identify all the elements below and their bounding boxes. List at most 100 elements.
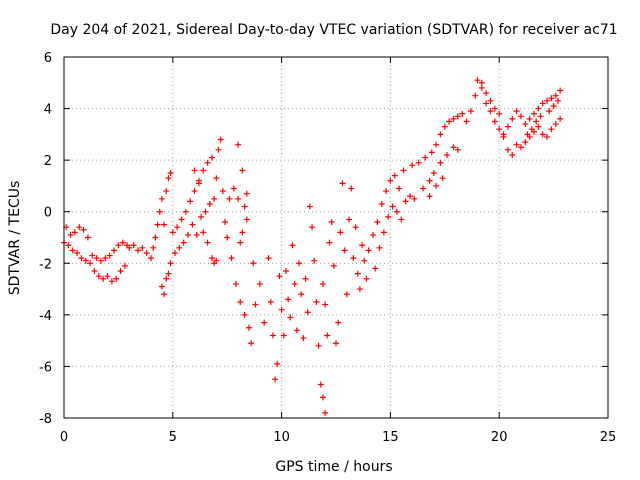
data-point — [256, 280, 263, 287]
data-point — [443, 151, 450, 158]
data-point — [333, 340, 339, 347]
data-point — [487, 97, 494, 104]
data-point — [282, 268, 289, 275]
data-point — [454, 146, 461, 153]
data-point — [71, 229, 78, 236]
data-point — [287, 314, 294, 321]
data-point — [491, 118, 498, 125]
data-point — [191, 167, 198, 174]
data-point — [191, 188, 198, 195]
data-point — [528, 126, 535, 133]
data-point — [193, 231, 200, 238]
data-point — [306, 203, 313, 210]
data-point — [406, 193, 413, 200]
data-point — [396, 185, 403, 192]
data-point — [504, 123, 511, 130]
data-point — [450, 115, 457, 122]
data-point — [67, 231, 74, 238]
data-point — [235, 141, 242, 148]
data-point — [330, 262, 337, 269]
data-point — [180, 239, 187, 246]
data-point — [337, 229, 344, 236]
data-point — [522, 139, 529, 146]
data-point — [509, 151, 516, 158]
data-point — [293, 327, 300, 334]
data-point — [487, 108, 494, 115]
data-point — [276, 273, 283, 280]
data-point — [372, 265, 379, 272]
data-point — [402, 198, 409, 205]
data-point — [222, 219, 229, 226]
data-point — [341, 247, 348, 254]
data-point — [250, 260, 257, 267]
data-point — [202, 208, 209, 215]
data-point — [134, 247, 141, 254]
data-point — [311, 257, 318, 264]
grid-lines — [64, 57, 608, 418]
data-point — [111, 247, 118, 254]
data-point — [546, 108, 553, 115]
data-point — [552, 92, 559, 99]
data-point — [74, 249, 81, 256]
data-point — [369, 231, 376, 238]
data-point — [513, 141, 520, 148]
data-point — [219, 188, 226, 195]
data-point — [239, 167, 246, 174]
data-point — [313, 298, 320, 305]
data-point — [348, 185, 355, 192]
y-tick-label: -8 — [39, 412, 52, 427]
data-point — [115, 242, 122, 249]
data-point — [526, 115, 533, 122]
data-point — [504, 146, 511, 153]
data-point — [389, 203, 396, 210]
data-point — [356, 286, 363, 293]
data-point — [65, 242, 72, 249]
data-point — [496, 126, 503, 133]
chart-title: Day 204 of 2021, Sidereal Day-to-day VTE… — [50, 22, 617, 38]
data-point — [352, 224, 359, 231]
data-point — [376, 244, 383, 251]
data-point — [322, 301, 329, 308]
data-point — [148, 255, 155, 262]
data-point — [437, 131, 444, 138]
x-tick-label: 5 — [169, 430, 177, 445]
data-point — [383, 188, 390, 195]
data-point — [185, 231, 192, 238]
data-point — [252, 301, 259, 308]
data-point — [237, 239, 244, 246]
data-point — [552, 121, 559, 128]
data-point — [93, 255, 100, 262]
data-point — [315, 342, 322, 349]
data-point — [433, 141, 440, 148]
data-point — [171, 249, 178, 256]
data-point — [454, 113, 461, 120]
data-point — [261, 319, 268, 326]
data-point — [243, 190, 250, 197]
data-point — [422, 154, 429, 161]
data-point — [513, 108, 520, 115]
data-point — [272, 376, 279, 383]
data-point — [69, 247, 76, 254]
y-axis-ticks: -8 -6 -4 -2 0 2 4 6 — [39, 51, 608, 427]
y-tick-label: -4 — [39, 309, 52, 324]
data-point — [213, 175, 220, 182]
data-point — [280, 332, 287, 339]
data-point — [346, 216, 353, 223]
data-point — [391, 172, 398, 179]
data-point — [165, 270, 172, 277]
data-point — [533, 118, 540, 125]
y-tick-label: 0 — [44, 206, 52, 221]
data-point — [208, 255, 215, 262]
data-point — [117, 268, 124, 275]
data-point — [82, 257, 89, 264]
data-point — [478, 84, 485, 91]
data-point — [298, 291, 305, 298]
data-point — [557, 87, 564, 94]
data-point — [509, 115, 516, 122]
data-point — [274, 360, 281, 367]
data-point — [483, 90, 490, 97]
data-point — [463, 118, 470, 125]
data-point — [437, 159, 444, 166]
data-point — [474, 77, 481, 84]
data-point — [531, 110, 538, 117]
